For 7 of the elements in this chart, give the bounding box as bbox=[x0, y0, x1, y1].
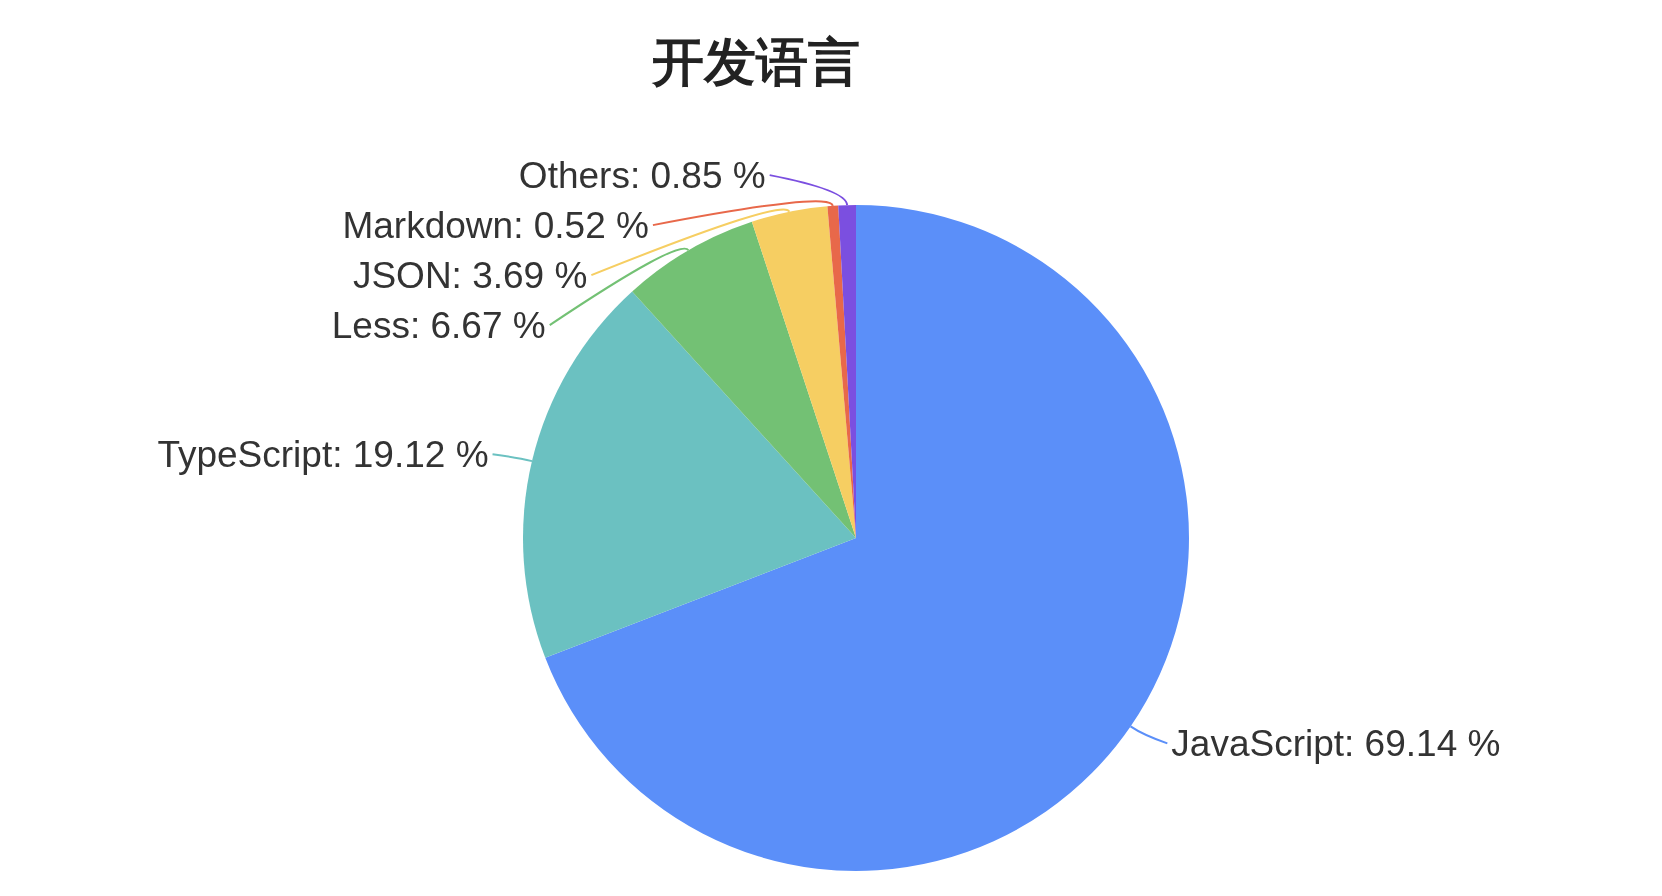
slice-label: Others: 0.85 % bbox=[518, 155, 766, 197]
slice-label: TypeScript: 19.12 % bbox=[157, 434, 489, 476]
slice-label: Less: 6.67 % bbox=[331, 305, 546, 347]
slice-label: JavaScript: 69.14 % bbox=[1171, 723, 1501, 765]
chart-title: 开发语言 bbox=[651, 33, 860, 91]
slice-label: Markdown: 0.52 % bbox=[342, 205, 649, 247]
slice-label: JSON: 3.69 % bbox=[352, 255, 588, 297]
